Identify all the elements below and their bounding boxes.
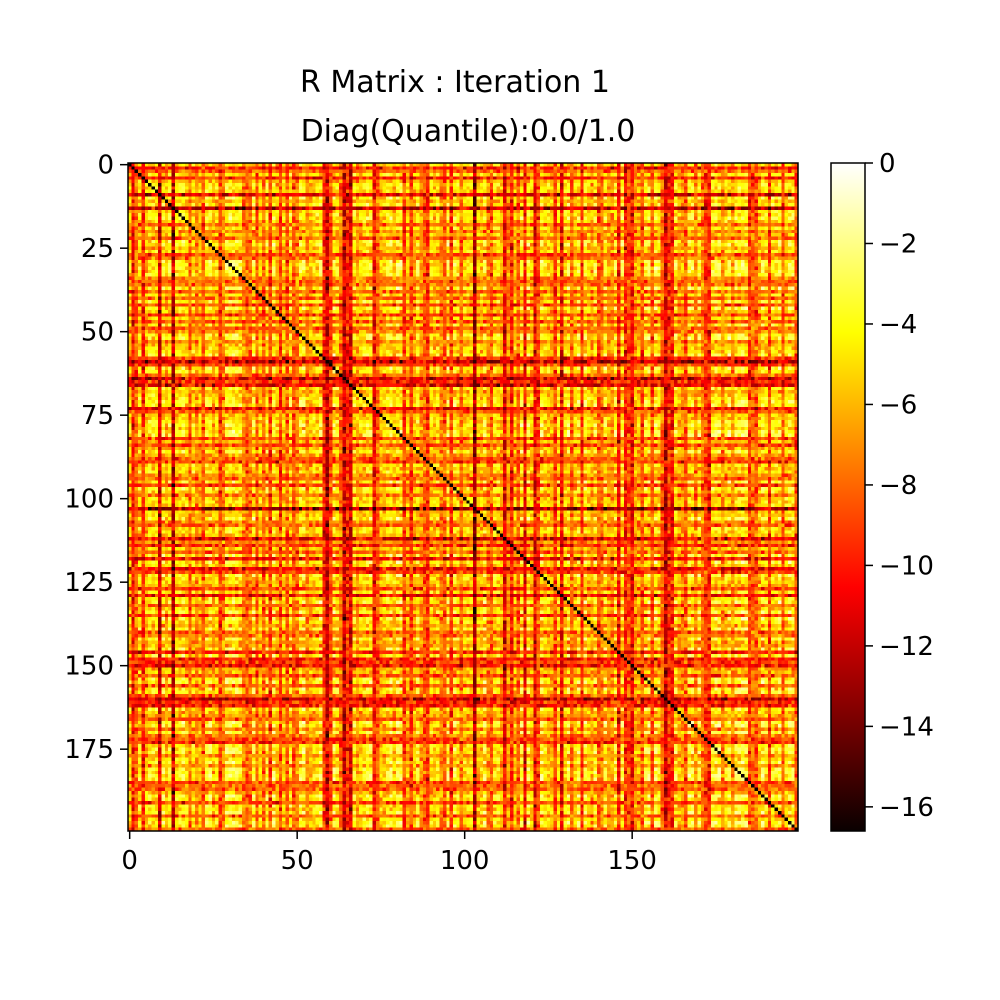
- x-tick-label: 0: [121, 846, 138, 876]
- colorbar-tick-label: −12: [879, 632, 934, 662]
- y-tick-label: 75: [81, 401, 114, 431]
- y-tick-label: 50: [81, 318, 114, 348]
- chart-title: R Matrix : Iteration 1 Diag(Quantile):0.…: [300, 65, 635, 149]
- y-tick-label: 150: [64, 652, 114, 682]
- colorbar-tick-label: −14: [879, 712, 934, 742]
- y-axis: 0 25 50 75 100 125 150 175: [64, 151, 128, 765]
- colorbar-tick-label: −2: [879, 229, 917, 259]
- x-tick-label: 150: [607, 846, 657, 876]
- heatmap-canvas: [128, 163, 798, 831]
- colorbar-tick-label: 0: [879, 149, 896, 179]
- colorbar: [831, 163, 865, 831]
- colorbar-tick-label: −16: [879, 793, 934, 823]
- x-axis: 0 50 100 150: [121, 831, 657, 876]
- y-tick-label: 125: [64, 568, 114, 598]
- x-tick-label: 100: [440, 846, 490, 876]
- colorbar-frame: [830, 162, 866, 832]
- y-tick-label: 175: [64, 735, 114, 765]
- heatmap-plot-area: [128, 163, 798, 831]
- colorbar-tick-label: −10: [879, 551, 934, 581]
- title-line-2: Diag(Quantile):0.0/1.0: [301, 114, 636, 149]
- x-tick-label: 50: [281, 846, 314, 876]
- colorbar-axis: 0 −2 −4 −6 −8 −10 −12 −14 −16: [865, 149, 934, 823]
- colorbar-tick-label: −8: [879, 471, 917, 501]
- y-tick-label: 0: [97, 151, 114, 181]
- y-tick-label: 25: [81, 234, 114, 264]
- y-tick-label: 100: [64, 485, 114, 515]
- title-line-1: R Matrix : Iteration 1: [300, 65, 610, 100]
- plot-frame: [127, 162, 799, 832]
- colorbar-tick-label: −6: [879, 390, 917, 420]
- colorbar-tick-label: −4: [879, 310, 917, 340]
